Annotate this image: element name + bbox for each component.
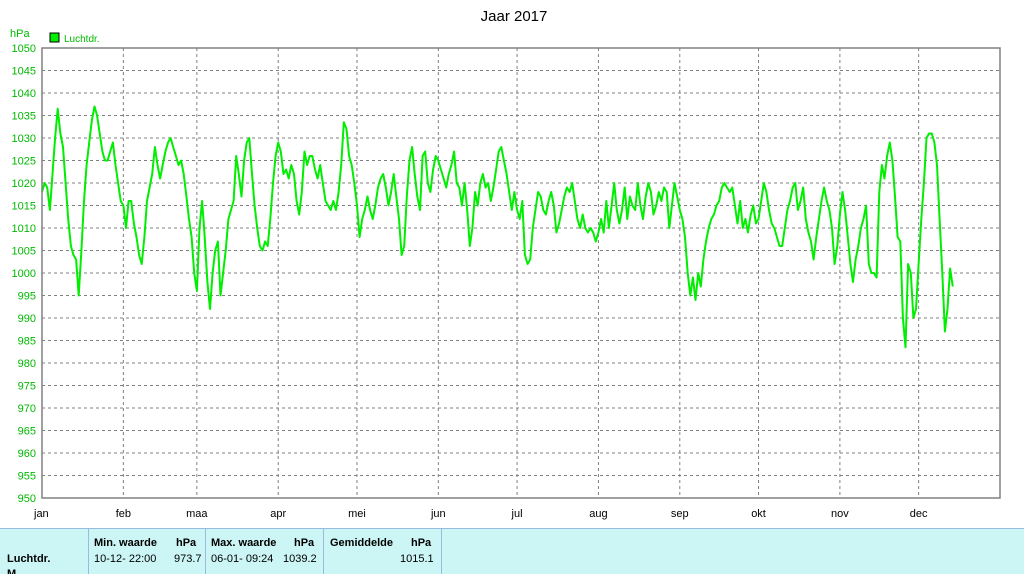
- x-tick-label: dec: [910, 508, 928, 520]
- y-tick-label: 1030: [12, 133, 36, 145]
- avg-unit: hPa: [411, 537, 432, 549]
- x-tick-label: sep: [671, 508, 689, 520]
- x-tick-label: jan: [33, 508, 49, 520]
- y-tick-label: 985: [18, 336, 36, 348]
- y-tick-label: 975: [18, 381, 36, 393]
- footer-min-cell: Min. waarde hPa 10-12- 22:00 973.7: [89, 529, 206, 574]
- y-tick-label: 1025: [12, 156, 36, 168]
- y-tick-label: 1045: [12, 66, 36, 78]
- y-tick-label: 1000: [12, 268, 36, 280]
- y-tick-label: 990: [18, 313, 36, 325]
- y-tick-label: 960: [18, 448, 36, 460]
- plot-frame: [41, 47, 1001, 499]
- y-tick-label: 1035: [12, 111, 36, 123]
- x-tick-label: okt: [751, 508, 766, 520]
- series-line-luchtdr: [41, 105, 954, 349]
- legend-swatch: [49, 32, 60, 43]
- x-tick-label: aug: [589, 508, 607, 520]
- y-tick-label: 1010: [12, 223, 36, 235]
- x-tick-label: jul: [511, 508, 523, 520]
- pressure-chart: Jaar 2017 hPa Luchtdr. 950 955 960 965 970 97…: [10, 8, 1001, 520]
- chart-title: Jaar 2017: [481, 8, 548, 25]
- max-time: 06-01- 09:24: [211, 553, 274, 565]
- footer-series-cell: Luchtdr. M: [0, 529, 89, 574]
- y-tick-label: 980: [18, 358, 36, 370]
- legend-label: Luchtdr.: [64, 34, 100, 45]
- x-tick-label: maa: [186, 508, 208, 520]
- x-tick-label: apr: [270, 508, 286, 520]
- y-tick-label: 995: [18, 291, 36, 303]
- y-axis-unit: hPa: [10, 28, 30, 40]
- y-tick-label: 965: [18, 426, 36, 438]
- min-unit: hPa: [176, 537, 197, 549]
- axis-labels: 950 955 960 965 970 975 980 985 990 995 1000 1005 10…: [12, 43, 928, 520]
- max-header: Max. waarde: [211, 537, 277, 549]
- y-tick-label: 950: [18, 493, 36, 505]
- stats-footer: Luchtdr. M Min. waarde hPa 10-12- 22:00 …: [0, 528, 1024, 574]
- x-tick-label: mei: [348, 508, 366, 520]
- y-tick-label: 955: [18, 471, 36, 483]
- y-tick-label: 970: [18, 403, 36, 415]
- footer-avg-cell: Gemiddelde hPa 1015.1: [324, 529, 442, 574]
- min-value: 973.7: [174, 553, 202, 565]
- y-tick-label: 1040: [12, 88, 36, 100]
- footer-series-label-2: M: [7, 568, 17, 574]
- avg-value: 1015.1: [400, 553, 434, 565]
- footer-series-label: Luchtdr.: [7, 553, 51, 565]
- min-header: Min. waarde: [94, 537, 157, 549]
- max-unit: hPa: [294, 537, 315, 549]
- x-tick-label: feb: [116, 508, 131, 520]
- max-value: 1039.2: [283, 553, 317, 565]
- y-tick-label: 1020: [12, 178, 36, 190]
- avg-header: Gemiddelde: [330, 537, 393, 549]
- y-tick-label: 1015: [12, 201, 36, 213]
- x-tick-label: jun: [430, 508, 446, 520]
- min-time: 10-12- 22:00: [94, 553, 157, 565]
- footer-max-cell: Max. waarde hPa 06-01- 09:24 1039.2: [206, 529, 324, 574]
- grid: [42, 48, 1000, 498]
- x-tick-label: nov: [831, 508, 849, 520]
- y-tick-label: 1050: [12, 43, 36, 55]
- y-tick-label: 1005: [12, 246, 36, 258]
